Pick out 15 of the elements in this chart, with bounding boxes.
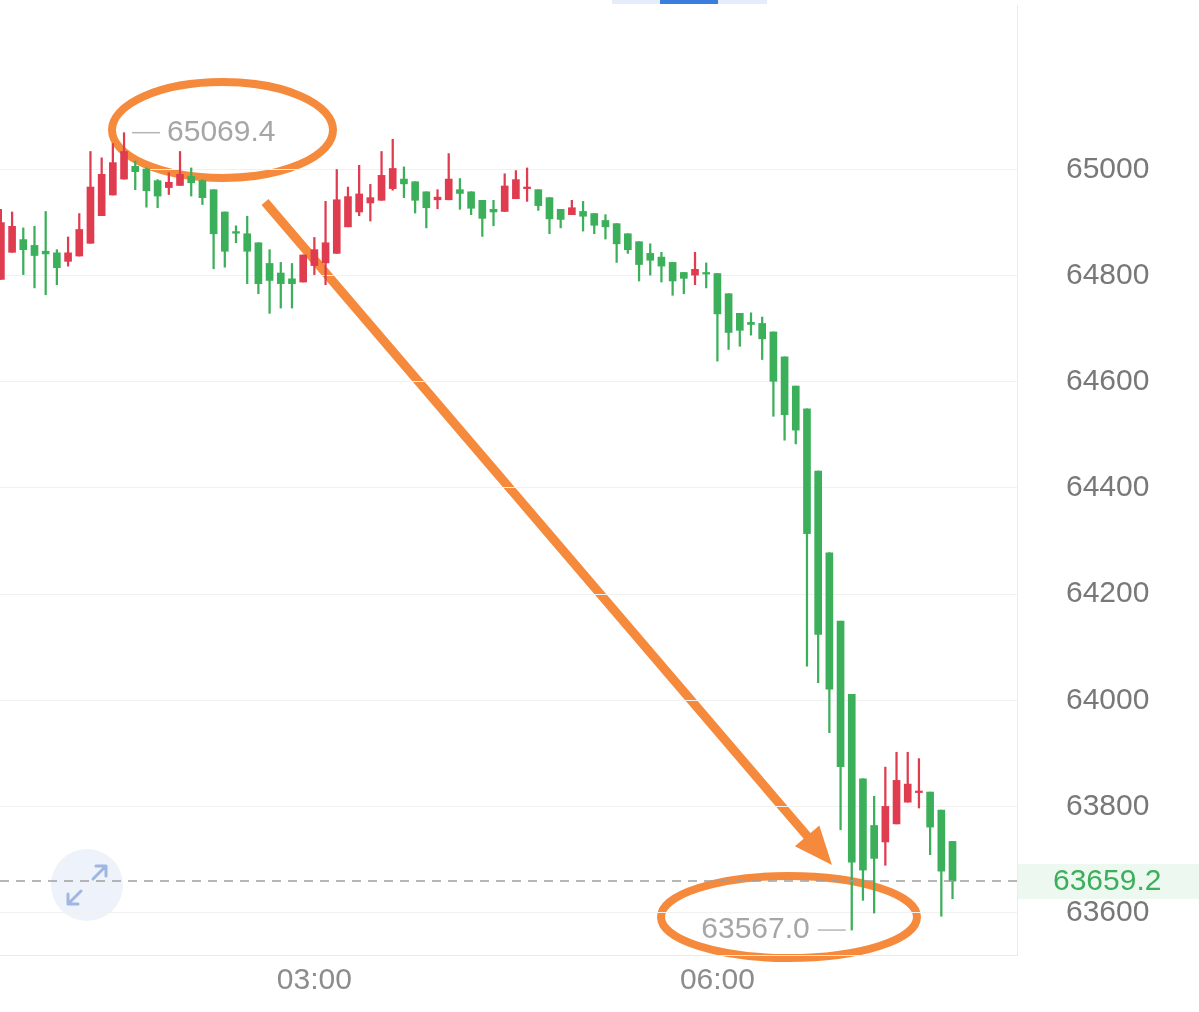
y-tick-label: 64800 xyxy=(1066,256,1150,290)
annotation: 63567.0 xyxy=(701,911,810,945)
y-tick-label: 64000 xyxy=(1066,681,1150,715)
x-tick-label: 06:00 xyxy=(679,962,755,996)
candlestick xyxy=(601,214,610,240)
y-tick-label: 64600 xyxy=(1066,363,1150,397)
y-tick-label: 65000 xyxy=(1066,150,1150,184)
annotation: 65069.4 xyxy=(167,113,276,147)
y-tick-label: 64400 xyxy=(1066,469,1150,503)
candlestick xyxy=(30,225,39,289)
y-tick-label: 63800 xyxy=(1066,787,1150,821)
x-tick-label: 03:00 xyxy=(276,962,352,996)
y-tick-label: 64200 xyxy=(1066,575,1150,609)
candlestick xyxy=(265,249,274,314)
candlestick xyxy=(321,201,330,286)
